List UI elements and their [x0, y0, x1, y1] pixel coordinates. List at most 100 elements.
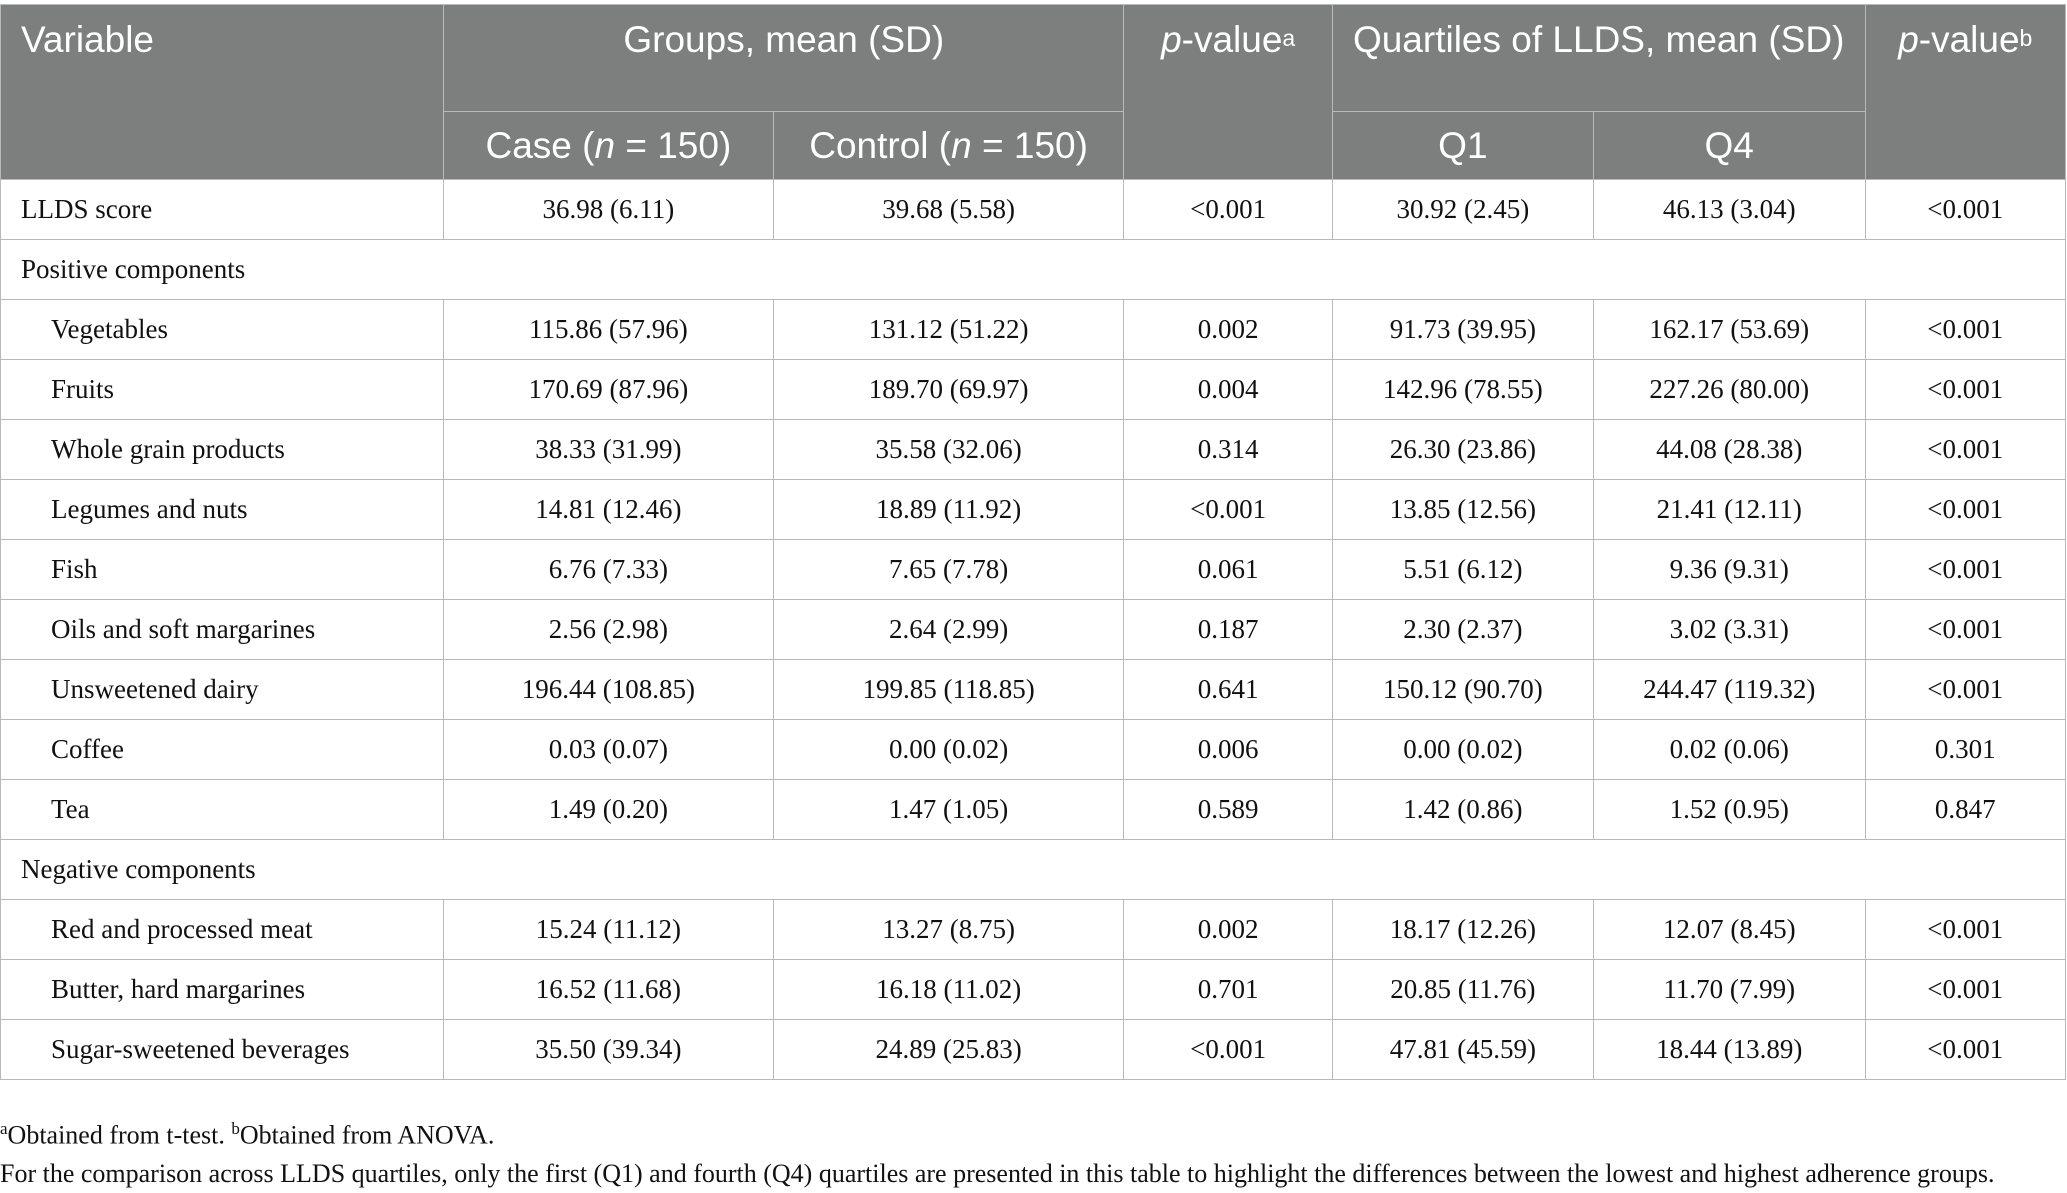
cell-case: 16.52 (11.68)	[443, 959, 774, 1020]
cell-q4: 162.17 (53.69)	[1592, 299, 1866, 360]
header-p-value-b-text: -value	[1918, 19, 2020, 60]
cell-p-a: 0.701	[1123, 959, 1333, 1020]
cell-control: 18.89 (11.92)	[772, 479, 1125, 540]
row-label: Legumes and nuts	[0, 479, 445, 540]
table-row: Fruits 170.69 (87.96) 189.70 (69.97) 0.004 1…	[0, 359, 2067, 420]
results-table: Variable Groups, mean (SD) p-valuea Quar…	[0, 4, 2067, 1080]
cell-q4: 12.07 (8.45)	[1592, 899, 1866, 960]
header-control-post: = 150)	[971, 124, 1088, 166]
row-label: Red and processed meat	[0, 899, 445, 960]
cell-control: 39.68 (5.58)	[772, 179, 1125, 240]
cell-p-b: <0.001	[1864, 959, 2067, 1020]
section-label: Negative components	[0, 839, 2066, 900]
footnote-sources: aObtained from t-test. bObtained from AN…	[0, 1110, 2067, 1155]
header-case: Case (n = 150)	[443, 111, 774, 180]
table-row: Unsweetened dairy 196.44 (108.85) 199.85 (…	[0, 659, 2067, 720]
cell-p-b: 0.301	[1864, 719, 2067, 780]
cell-p-a: 0.314	[1123, 419, 1333, 480]
cell-p-a: 0.002	[1123, 299, 1333, 360]
cell-q4: 9.36 (9.31)	[1592, 539, 1866, 600]
table-row: Whole grain products 38.33 (31.99) 35.58 (…	[0, 419, 2067, 480]
cell-p-a: 0.002	[1123, 899, 1333, 960]
header-p-value-a-italic: p	[1161, 19, 1182, 60]
cell-q4: 11.70 (7.99)	[1592, 959, 1866, 1020]
cell-case: 1.49 (0.20)	[443, 779, 774, 840]
header-p-value-b: p-valueb	[1864, 4, 2067, 180]
cell-q1: 0.00 (0.02)	[1331, 719, 1594, 780]
cell-q4: 1.52 (0.95)	[1592, 779, 1866, 840]
cell-q4: 3.02 (3.31)	[1592, 599, 1866, 660]
cell-control: 24.89 (25.83)	[772, 1019, 1125, 1080]
cell-q1: 5.51 (6.12)	[1331, 539, 1594, 600]
cell-case: 38.33 (31.99)	[443, 419, 774, 480]
cell-q1: 47.81 (45.59)	[1331, 1019, 1594, 1080]
table-row: Vegetables 115.86 (57.96) 131.12 (51.22) 0.…	[0, 299, 2067, 360]
cell-q1: 26.30 (23.86)	[1331, 419, 1594, 480]
cell-case: 170.69 (87.96)	[443, 359, 774, 420]
footnote-note: For the comparison across LLDS quartiles…	[0, 1158, 1995, 1188]
cell-p-b: <0.001	[1864, 299, 2067, 360]
section-row: Positive components	[0, 239, 2066, 300]
header-p-value-a-sup: a	[1282, 25, 1296, 51]
footnote-b-text: Obtained from ANOVA.	[239, 1120, 495, 1150]
cell-control: 35.58 (32.06)	[772, 419, 1125, 480]
table-row: LLDS score 36.98 (6.11) 39.68 (5.58) <0.001…	[0, 179, 2067, 240]
cell-p-a: 0.004	[1123, 359, 1333, 420]
cell-q4: 227.26 (80.00)	[1592, 359, 1866, 420]
header-case-n: n	[594, 124, 616, 166]
table-row: Coffee 0.03 (0.07) 0.00 (0.02) 0.006 0.00 (0…	[0, 719, 2067, 780]
table-row: Butter, hard margarines 16.52 (11.68) 16.1…	[0, 959, 2067, 1020]
footnote-a-sup: a	[0, 1119, 8, 1138]
cell-case: 0.03 (0.07)	[443, 719, 774, 780]
row-label: Fish	[0, 539, 445, 600]
cell-q1: 1.42 (0.86)	[1331, 779, 1594, 840]
row-label: Butter, hard margarines	[0, 959, 445, 1020]
cell-p-b: <0.001	[1864, 419, 2067, 480]
cell-q1: 2.30 (2.37)	[1331, 599, 1594, 660]
row-label: Tea	[0, 779, 445, 840]
cell-q4: 44.08 (28.38)	[1592, 419, 1866, 480]
cell-q4: 18.44 (13.89)	[1592, 1019, 1866, 1080]
cell-p-b: <0.001	[1864, 359, 2067, 420]
cell-q1: 30.92 (2.45)	[1331, 179, 1594, 240]
cell-p-a: <0.001	[1123, 479, 1333, 540]
header-p-value-b-italic: p	[1898, 19, 1919, 60]
row-label: Sugar-sweetened beverages	[0, 1019, 445, 1080]
header-p-value-b-sup: b	[2019, 25, 2033, 51]
cell-q1: 13.85 (12.56)	[1331, 479, 1594, 540]
table-row: Tea 1.49 (0.20) 1.47 (1.05) 0.589 1.42 (0.86…	[0, 779, 2067, 840]
row-label: Oils and soft margarines	[0, 599, 445, 660]
cell-p-a: 0.589	[1123, 779, 1333, 840]
cell-q4: 244.47 (119.32)	[1592, 659, 1866, 720]
cell-case: 115.86 (57.96)	[443, 299, 774, 360]
row-label: Whole grain products	[0, 419, 445, 480]
cell-control: 0.00 (0.02)	[772, 719, 1125, 780]
table-header: Variable Groups, mean (SD) p-valuea Quar…	[0, 4, 2067, 180]
cell-control: 1.47 (1.05)	[772, 779, 1125, 840]
cell-case: 14.81 (12.46)	[443, 479, 774, 540]
cell-control: 131.12 (51.22)	[772, 299, 1125, 360]
header-case-pre: Case (	[485, 124, 595, 166]
table-row: Red and processed meat 15.24 (11.12) 13.27…	[0, 899, 2067, 960]
row-label: LLDS score	[0, 179, 445, 240]
cell-case: 196.44 (108.85)	[443, 659, 774, 720]
cell-case: 15.24 (11.12)	[443, 899, 774, 960]
cell-control: 7.65 (7.78)	[772, 539, 1125, 600]
header-q4: Q4	[1592, 111, 1866, 180]
row-label: Vegetables	[0, 299, 445, 360]
cell-case: 2.56 (2.98)	[443, 599, 774, 660]
header-variable: Variable	[0, 4, 445, 180]
table-body: LLDS score 36.98 (6.11) 39.68 (5.58) <0.001…	[0, 179, 2067, 1080]
cell-p-a: 0.006	[1123, 719, 1333, 780]
section-label: Positive components	[0, 239, 2066, 300]
cell-p-a: 0.061	[1123, 539, 1333, 600]
cell-p-a: <0.001	[1123, 1019, 1333, 1080]
cell-q1: 150.12 (90.70)	[1331, 659, 1594, 720]
cell-q1: 20.85 (11.76)	[1331, 959, 1594, 1020]
header-control-pre: Control (	[809, 124, 952, 166]
cell-control: 16.18 (11.02)	[772, 959, 1125, 1020]
table-row: Fish 6.76 (7.33) 7.65 (7.78) 0.061 5.51 (6.1…	[0, 539, 2067, 600]
cell-p-b: 0.847	[1864, 779, 2067, 840]
header-q1: Q1	[1331, 111, 1594, 180]
table-row: Legumes and nuts 14.81 (12.46) 18.89 (11.9…	[0, 479, 2067, 540]
